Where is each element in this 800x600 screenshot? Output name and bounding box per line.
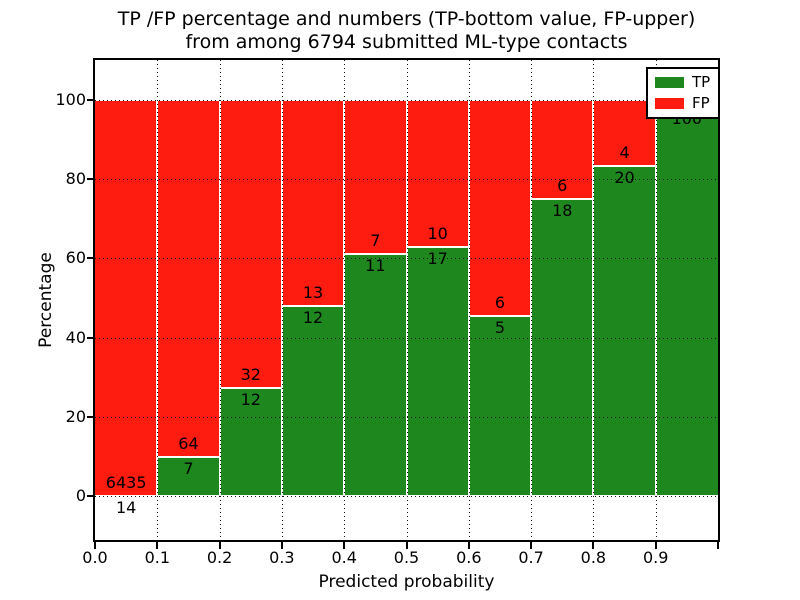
- x-tick-mark: [592, 542, 595, 549]
- x-tick-mark: [280, 542, 283, 549]
- v-gridline: [655, 60, 657, 540]
- v-gridline: [219, 60, 221, 540]
- x-tick-label: 0.1: [144, 548, 171, 567]
- x-tick-label: 0.9: [642, 548, 669, 567]
- v-gridline: [281, 60, 283, 540]
- fp-count-label: 13: [302, 282, 324, 302]
- tp-count-label: 11: [365, 255, 386, 275]
- tp-count-label: 18: [552, 200, 573, 220]
- x-tick-label: 0.5: [393, 548, 420, 567]
- fp-count-label: 6435: [105, 472, 147, 492]
- tp-count-label: 14: [115, 497, 137, 517]
- legend-label-fp: FP: [692, 94, 710, 112]
- bar-segment-tp: [219, 388, 282, 497]
- fp-count-label: 10: [427, 223, 448, 243]
- fp-count-label: 32: [240, 365, 261, 385]
- bar-segment-fp: [468, 99, 532, 317]
- v-gridline: [406, 60, 408, 540]
- tp-count-label: 7: [183, 459, 194, 479]
- bar-segment-fp: [219, 99, 282, 389]
- tp-color-swatch: [655, 77, 684, 88]
- fp-color-swatch: [655, 98, 684, 109]
- x-tick-label: 0.4: [331, 548, 357, 567]
- y-tick-label: 20: [65, 407, 86, 427]
- v-gridline: [531, 60, 533, 540]
- bar-segment-tp: [281, 305, 345, 497]
- fp-count-label: 6: [557, 175, 568, 195]
- bar-edge-line: [157, 456, 220, 459]
- bar-edge-line: [219, 387, 282, 390]
- y-tick-mark: [87, 257, 93, 260]
- bar-segment-fp: [593, 99, 656, 166]
- y-tick-label: 0: [75, 486, 86, 506]
- fp-count-label: 6: [494, 293, 506, 313]
- x-tick-mark: [467, 542, 470, 549]
- bar-segment-fp: [531, 99, 594, 199]
- x-tick-mark: [530, 542, 533, 549]
- tp-count-label: 20: [614, 167, 635, 187]
- y-tick-label: 100: [55, 89, 86, 109]
- x-tick-mark: [654, 542, 657, 549]
- x-tick-label: 0.7: [518, 548, 544, 567]
- bar-edge-line: [468, 315, 532, 318]
- bar-segment-fp: [344, 99, 407, 254]
- fp-count-label: 64: [178, 434, 199, 454]
- y-tick-mark: [87, 98, 93, 101]
- x-tick-mark: [343, 542, 346, 549]
- v-gridline: [157, 60, 159, 540]
- bar-segment-tp: [531, 198, 594, 497]
- tp-count-label: 12: [302, 307, 324, 327]
- x-tick-label: 0.8: [580, 548, 607, 567]
- bar-segment-tp: [468, 316, 532, 497]
- legend-label-tp: TP: [692, 73, 711, 91]
- v-gridline: [593, 60, 595, 540]
- tp-count-label: 12: [240, 390, 261, 410]
- bar-segment-tp: [157, 457, 220, 497]
- y-tick-label: 40: [65, 327, 86, 347]
- tp-count-label: 5: [494, 318, 506, 338]
- chart-title-line2: from among 6794 submitted ML-type contac…: [185, 31, 628, 53]
- bar-segment-tp: [344, 253, 407, 497]
- bar-edge-line: [406, 245, 469, 248]
- bar-edge-line: [344, 252, 407, 255]
- x-tick-mark: [94, 542, 96, 549]
- legend-entry-fp: FP: [655, 95, 710, 112]
- bar-segment-fp: [95, 99, 158, 496]
- x-tick-mark: [218, 542, 221, 549]
- y-tick-mark: [87, 336, 93, 339]
- y-tick-mark: [87, 178, 93, 181]
- x-tick-label: 0.2: [206, 548, 233, 567]
- chart-title-line1: TP /FP percentage and numbers (TP-bottom…: [117, 8, 696, 30]
- bar-segment-fp: [406, 99, 469, 247]
- v-gridline: [344, 60, 346, 540]
- bar-segment-fp: [281, 99, 345, 306]
- x-tick-mark: [717, 542, 719, 549]
- x-tick-label: 0.0: [82, 548, 108, 567]
- y-tick-label: 60: [65, 248, 86, 268]
- y-tick-label: 80: [65, 169, 86, 189]
- bar-edge-line: [281, 304, 345, 307]
- bar-edge-line: [531, 197, 594, 200]
- legend: TP FP: [646, 67, 721, 119]
- legend-entry-tp: TP: [655, 74, 710, 91]
- x-tick-label: 0.3: [269, 548, 295, 567]
- y-tick-mark: [87, 416, 93, 419]
- bar-segment-tp: [406, 246, 469, 497]
- bar-segment-tp: [655, 107, 718, 497]
- y-tick-mark: [87, 495, 93, 498]
- bar-segment-tp: [593, 165, 656, 497]
- chart-title: TP /FP percentage and numbers (TP-bottom…: [95, 8, 718, 54]
- x-tick-label: 0.6: [456, 548, 482, 567]
- fp-count-label: 4: [619, 142, 630, 162]
- x-tick-mark: [405, 542, 408, 549]
- bar-edge-line: [593, 164, 656, 167]
- bar-segment-fp: [157, 99, 220, 458]
- tp-count-label: 17: [427, 248, 448, 268]
- fp-count-label: 7: [370, 230, 381, 250]
- v-gridline: [468, 60, 470, 540]
- x-axis-label: Predicted probability: [318, 572, 495, 592]
- plot-area: TP FP 6435146473212131271110176561842010…: [93, 58, 721, 542]
- x-tick-mark: [156, 542, 159, 549]
